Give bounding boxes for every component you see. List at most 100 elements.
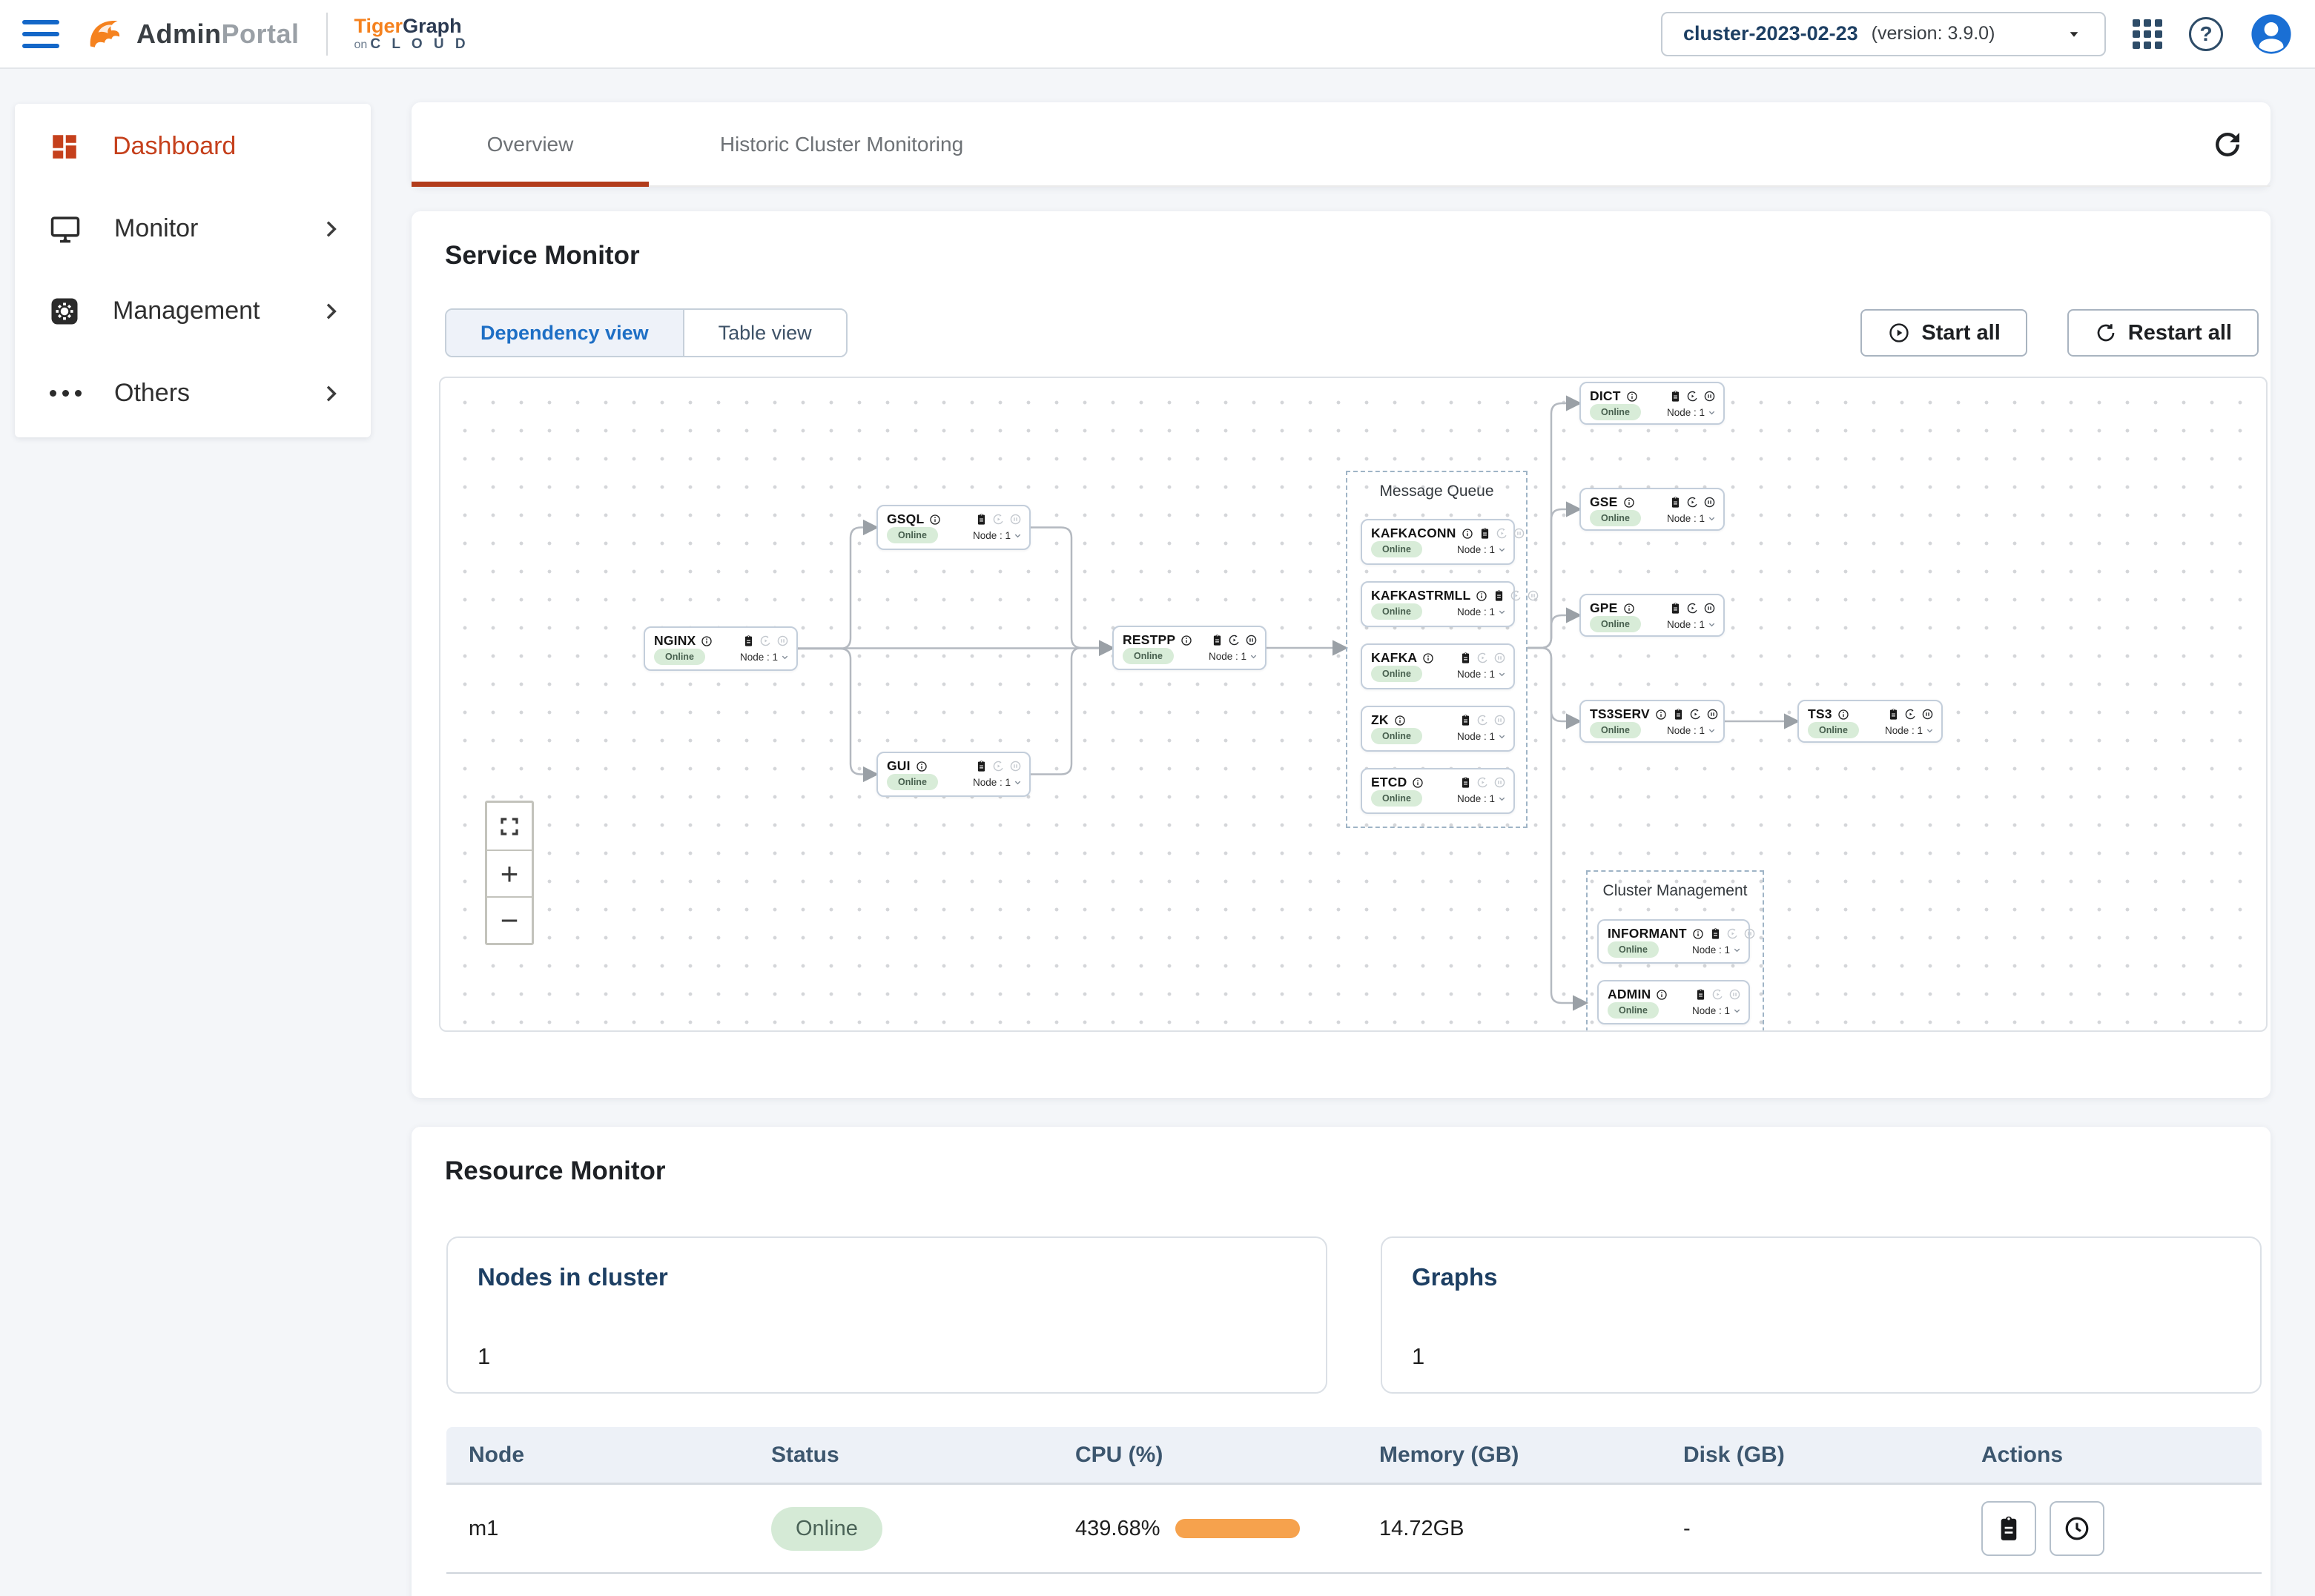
restart-icon[interactable]: [759, 635, 772, 647]
info-icon[interactable]: [1656, 989, 1668, 1001]
node-count-dropdown[interactable]: Node : 1: [1457, 669, 1506, 680]
restart-icon[interactable]: [1726, 927, 1739, 940]
info-icon[interactable]: [1180, 635, 1192, 646]
sidebar-item-management[interactable]: Management: [15, 270, 371, 352]
pause-icon[interactable]: [1703, 602, 1716, 615]
info-icon[interactable]: [1422, 652, 1434, 664]
restart-icon[interactable]: [1711, 988, 1724, 1001]
refresh-icon[interactable]: [2210, 127, 2245, 162]
info-icon[interactable]: [916, 761, 928, 772]
restart-icon[interactable]: [1476, 714, 1489, 726]
restart-icon[interactable]: [1689, 708, 1702, 721]
zoom-out-button[interactable]: −: [487, 896, 532, 943]
logs-icon[interactable]: [1459, 776, 1472, 789]
pause-icon[interactable]: [1703, 390, 1716, 403]
service-node-ts3[interactable]: TS3 Online Node : 1: [1797, 700, 1943, 743]
service-node-kafkastrmll[interactable]: KAFKASTRMLL Online Node : 1: [1361, 581, 1539, 627]
pause-icon[interactable]: [1245, 634, 1258, 646]
node-count-dropdown[interactable]: Node : 1: [1692, 1005, 1741, 1016]
node-count-dropdown[interactable]: Node : 1: [1667, 619, 1716, 630]
pause-icon[interactable]: [1009, 513, 1022, 526]
node-count-dropdown[interactable]: Node : 1: [973, 530, 1022, 541]
account-avatar[interactable]: [2250, 13, 2293, 56]
logs-icon[interactable]: [1479, 527, 1491, 540]
service-node-gui[interactable]: GUI Online Node : 1: [876, 752, 1031, 797]
node-count-dropdown[interactable]: Node : 1: [1457, 793, 1506, 804]
logs-icon[interactable]: [1669, 390, 1682, 403]
help-icon[interactable]: ?: [2189, 16, 2223, 51]
info-icon[interactable]: [929, 514, 941, 526]
pause-icon[interactable]: [1706, 708, 1719, 721]
logs-icon[interactable]: [975, 513, 988, 526]
node-count-dropdown[interactable]: Node : 1: [1457, 731, 1506, 742]
node-count-dropdown[interactable]: Node : 1: [1209, 651, 1258, 662]
restart-icon[interactable]: [1686, 496, 1699, 509]
service-node-kafka[interactable]: KAFKA Online Node : 1: [1361, 643, 1515, 689]
info-icon[interactable]: [1655, 709, 1667, 721]
info-icon[interactable]: [1394, 715, 1406, 726]
dependency-view-toggle[interactable]: Dependency view: [446, 310, 684, 356]
node-count-dropdown[interactable]: Node : 1: [1667, 513, 1716, 524]
pause-icon[interactable]: [1009, 760, 1022, 772]
logs-icon[interactable]: [1211, 634, 1223, 646]
sidebar-item-dashboard[interactable]: Dashboard: [15, 105, 371, 188]
service-node-ts3serv[interactable]: TS3SERV Online Node : 1: [1579, 700, 1725, 743]
restart-icon[interactable]: [992, 760, 1005, 772]
service-node-restpp[interactable]: RESTPP Online Node : 1: [1112, 626, 1267, 670]
logs-icon[interactable]: [1672, 708, 1685, 721]
logs-icon[interactable]: [1459, 714, 1472, 726]
pause-icon[interactable]: [1513, 527, 1525, 540]
apps-grid-icon[interactable]: [2133, 19, 2162, 49]
sidebar-item-others[interactable]: Others: [15, 352, 371, 434]
start-all-button[interactable]: Start all: [1860, 309, 2027, 357]
logs-icon[interactable]: [1669, 496, 1682, 509]
service-node-dict[interactable]: DICT Online Node : 1: [1579, 382, 1725, 425]
info-icon[interactable]: [1623, 603, 1635, 615]
service-node-gpe[interactable]: GPE Online Node : 1: [1579, 594, 1725, 637]
node-count-dropdown[interactable]: Node : 1: [1885, 725, 1934, 736]
restart-icon[interactable]: [1476, 776, 1489, 789]
zoom-in-button[interactable]: +: [487, 850, 532, 896]
fullscreen-button[interactable]: [487, 803, 532, 850]
pause-icon[interactable]: [1728, 988, 1741, 1001]
restart-icon[interactable]: [992, 513, 1005, 526]
logs-icon[interactable]: [1694, 988, 1707, 1001]
pause-icon[interactable]: [1743, 927, 1756, 940]
restart-icon[interactable]: [1228, 634, 1241, 646]
logs-icon[interactable]: [1493, 589, 1505, 602]
restart-icon[interactable]: [1686, 390, 1699, 403]
node-count-dropdown[interactable]: Node : 1: [1692, 944, 1741, 956]
info-icon[interactable]: [1462, 528, 1473, 540]
node-count-dropdown[interactable]: Node : 1: [1667, 407, 1716, 418]
logs-icon[interactable]: [1459, 652, 1472, 664]
node-count-dropdown[interactable]: Node : 1: [740, 652, 789, 663]
service-node-admin[interactable]: ADMIN Online Node : 1: [1597, 980, 1750, 1024]
pause-icon[interactable]: [1527, 589, 1539, 602]
pause-icon[interactable]: [1493, 652, 1506, 664]
node-count-dropdown[interactable]: Node : 1: [973, 777, 1022, 788]
service-node-nginx[interactable]: NGINX Online Node : 1: [644, 626, 798, 671]
pause-icon[interactable]: [776, 635, 789, 647]
restart-icon[interactable]: [1496, 527, 1508, 540]
info-icon[interactable]: [1692, 928, 1704, 940]
logs-icon[interactable]: [1709, 927, 1722, 940]
logs-icon[interactable]: [1887, 708, 1900, 721]
pause-icon[interactable]: [1493, 776, 1506, 789]
sidebar-item-monitor[interactable]: Monitor: [15, 188, 371, 270]
service-node-gse[interactable]: GSE Online Node : 1: [1579, 488, 1725, 531]
info-icon[interactable]: [1626, 391, 1638, 403]
tab-overview[interactable]: Overview: [486, 133, 574, 156]
service-node-informant[interactable]: INFORMANT Online Node : 1: [1597, 919, 1755, 964]
hamburger-menu-icon[interactable]: [22, 19, 59, 48]
table-view-toggle[interactable]: Table view: [684, 310, 846, 356]
history-action-button[interactable]: [2050, 1501, 2104, 1556]
node-count-dropdown[interactable]: Node : 1: [1457, 606, 1506, 617]
info-icon[interactable]: [1476, 590, 1487, 602]
service-node-etcd[interactable]: ETCD Online Node : 1: [1361, 768, 1515, 814]
logs-icon[interactable]: [742, 635, 755, 647]
node-count-dropdown[interactable]: Node : 1: [1667, 725, 1716, 736]
pause-icon[interactable]: [1493, 714, 1506, 726]
service-node-gsql[interactable]: GSQL Online Node : 1: [876, 505, 1031, 550]
logs-action-button[interactable]: [1981, 1501, 2036, 1556]
service-node-kafkaconn[interactable]: KAFKACONN Online Node : 1: [1361, 519, 1524, 565]
